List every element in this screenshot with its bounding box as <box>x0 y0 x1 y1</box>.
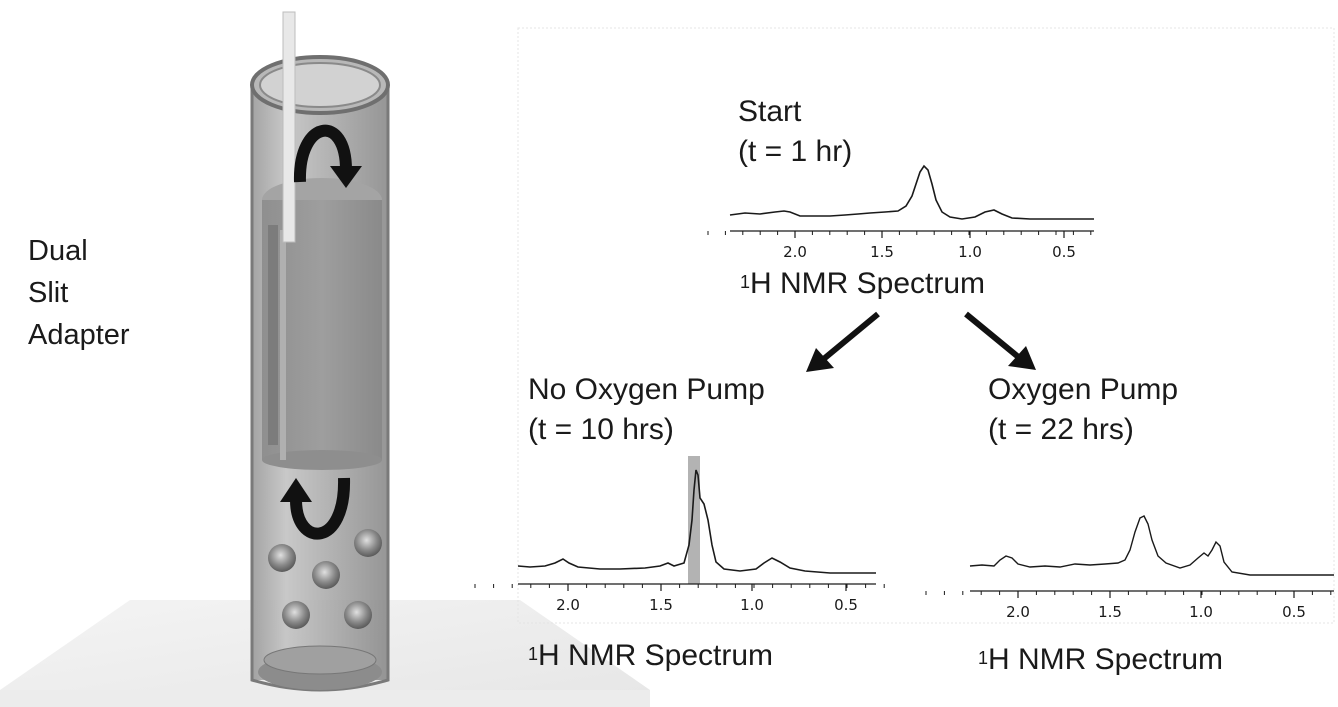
arrow-to-oxygen <box>964 311 1024 363</box>
start-title-line-1: Start <box>738 95 802 128</box>
no-oxygen-caption: 1H NMR Spectrum <box>528 636 773 676</box>
start-tick-label: 0.5 <box>1052 243 1076 261</box>
spectrum-start-trace <box>729 164 1094 220</box>
oxygen-title-line-1: Oxygen Pump <box>988 373 1179 406</box>
start-caption-text: H NMR Spectrum <box>750 267 986 300</box>
no-oxygen-title-line-1: No Oxygen Pump <box>528 373 765 406</box>
start-tick-label: 1.0 <box>958 243 982 261</box>
start-tick-label: 2.0 <box>783 243 807 261</box>
nmr-tube <box>250 11 390 692</box>
oxygen-title-line-2: (t = 22 hrs) <box>988 413 1134 446</box>
adapter-label-line-1: Dual <box>28 235 88 267</box>
start-title: Start (t = 1 hr) <box>738 92 852 172</box>
no-oxygen-tick-label: 1.0 <box>740 596 764 614</box>
no-oxygen-caption-text: H NMR Spectrum <box>538 639 774 672</box>
arrow-head-left <box>806 348 834 372</box>
no-oxygen-tick-label: 1.5 <box>649 596 673 614</box>
no-oxygen-tick-label: 0.5 <box>834 596 858 614</box>
start-caption: 1H NMR Spectrum <box>740 264 985 304</box>
oxygen-tick-label: 0.5 <box>1282 603 1306 621</box>
adapter-label: Dual Slit Adapter <box>28 230 130 356</box>
start-caption-isotope: 1 <box>740 272 751 292</box>
oxygen-caption-isotope: 1 <box>978 648 989 668</box>
no-oxygen-caption-isotope: 1 <box>528 644 539 664</box>
spectrum-start: 2.0 1.5 1.0 0.5 <box>707 164 1094 261</box>
adapter-label-line-3: Adapter <box>28 319 130 351</box>
oxygen-tick-label: 2.0 <box>1006 603 1030 621</box>
oxygen-tick-label: 1.5 <box>1098 603 1122 621</box>
oxygen-caption-text: H NMR Spectrum <box>988 643 1224 676</box>
spectrum-oxygen-trace <box>969 515 1334 576</box>
no-oxygen-title-line-2: (t = 10 hrs) <box>528 413 674 446</box>
no-oxygen-tick-label: 2.0 <box>556 596 580 614</box>
start-title-line-2: (t = 1 hr) <box>738 135 853 168</box>
start-tick-label: 1.5 <box>870 243 894 261</box>
spectrum-no-oxygen-trace <box>517 469 876 574</box>
no-oxygen-title: No Oxygen Pump (t = 10 hrs) <box>528 370 765 450</box>
oxygen-caption: 1H NMR Spectrum <box>978 640 1223 680</box>
spectrum-no-oxygen: 2.0 1.5 1.0 0.5 <box>474 456 885 614</box>
arrow-head-right <box>1008 346 1036 370</box>
stir-beads <box>268 529 382 629</box>
circulation-arrow-bottom <box>280 477 351 540</box>
oxygen-title: Oxygen Pump (t = 22 hrs) <box>988 370 1178 450</box>
spectra-panel-border <box>517 27 1335 624</box>
highlight-band <box>688 456 700 584</box>
arrow-to-no-oxygen <box>818 311 880 365</box>
circulation-arrow-top <box>293 124 362 188</box>
adapter-label-line-2: Slit <box>28 277 69 309</box>
oxygen-tick-label: 1.0 <box>1189 603 1213 621</box>
spectrum-oxygen: 2.0 1.5 1.0 0.5 <box>925 515 1334 621</box>
